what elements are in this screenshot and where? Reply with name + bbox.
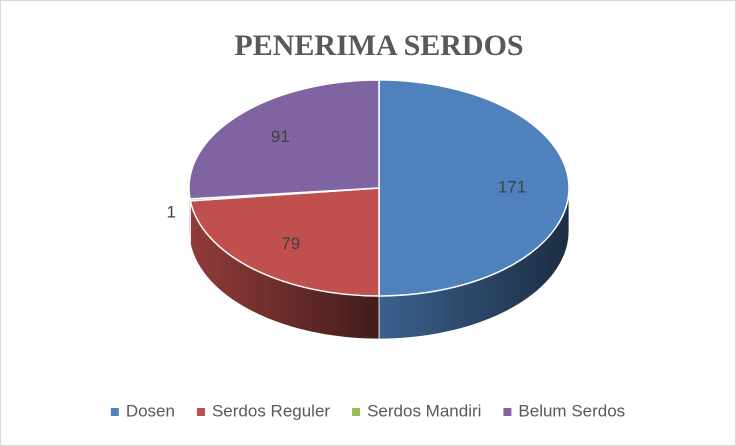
data-label: 171: [498, 177, 526, 196]
pie-slice: [378, 79, 570, 297]
legend-label: Serdos Reguler: [212, 401, 330, 420]
legend-swatch: [196, 408, 205, 416]
chart-title: PENERIMA SERDOS: [234, 29, 523, 62]
data-label: 91: [271, 127, 290, 146]
pie-slice: [189, 187, 380, 297]
legend-label: Dosen: [126, 401, 175, 420]
legend-label: Serdos Mandiri: [367, 401, 481, 420]
legend-swatch: [110, 408, 119, 416]
pie-slice: [188, 79, 380, 200]
legend-label: Belum Serdos: [518, 401, 625, 420]
legend-swatch: [503, 408, 512, 416]
data-label: 1: [167, 203, 176, 222]
data-label: 79: [281, 234, 300, 253]
legend-swatch: [352, 408, 361, 416]
